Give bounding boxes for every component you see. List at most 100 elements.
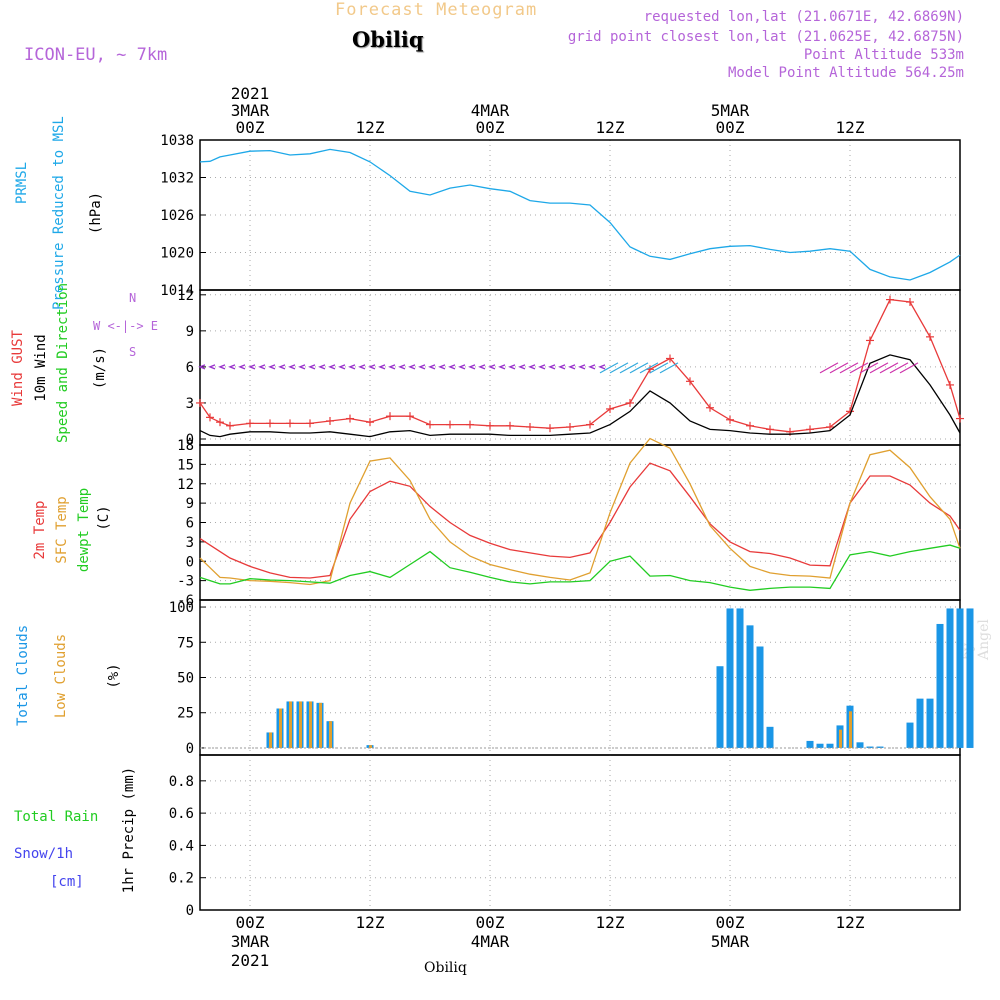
- wind-dir-arrow: [338, 364, 346, 370]
- wind-dir-arrow: [458, 364, 466, 370]
- y-tick-label: 3: [186, 396, 194, 412]
- wind-dir-arrow: [488, 364, 496, 370]
- model-altitude: Model Point Altitude 564.25m: [727, 65, 964, 81]
- wind-dir-arrow: [899, 362, 919, 374]
- wind-dir-arrow: [378, 364, 386, 370]
- total-cloud-bar: [726, 608, 734, 748]
- wind-dir-arrow: [498, 364, 506, 370]
- location-name: Obiliq: [352, 27, 424, 52]
- total-cloud-bar: [966, 608, 974, 748]
- total-cloud-bar: [876, 746, 884, 748]
- low-cloud-bar: [299, 701, 302, 748]
- low-cloud-bar: [849, 711, 852, 748]
- low-cloud-bar: [329, 721, 332, 748]
- panel-frame: [199, 754, 961, 911]
- total-cloud-bar: [716, 666, 724, 748]
- total-cloud-bar: [906, 722, 914, 748]
- wind-dir-arrow: [328, 364, 336, 370]
- requested-coords: requested lon,lat (21.0671E, 42.6869N): [643, 9, 964, 25]
- low-cloud-bar: [319, 702, 322, 748]
- series-line: [199, 437, 961, 586]
- y-tick-label: 0.6: [169, 806, 194, 822]
- wind-dir-arrow: [228, 364, 236, 370]
- snow-unit: [cm]: [50, 874, 84, 890]
- wind-dir-arrow: [609, 362, 629, 374]
- total-cloud-bar: [866, 746, 874, 748]
- top-time-label: 12Z: [836, 118, 865, 137]
- wind-dir-arrow: [889, 362, 909, 374]
- wind-dir-arrow: [198, 364, 206, 370]
- y-tick-label: 25: [177, 706, 194, 722]
- bottom-time-label: 3MAR: [231, 932, 270, 951]
- y-tick-label: 1032: [160, 171, 194, 187]
- rain-label: Total Rain: [14, 809, 99, 825]
- bottom-time-label: 00Z: [716, 913, 745, 932]
- total-cloud-bar: [756, 646, 764, 748]
- wind-dir-arrow: [528, 364, 536, 370]
- wind-dir-arrow: [468, 364, 476, 370]
- wind-dir-arrow: [869, 362, 889, 374]
- low-cloud-bar: [279, 708, 282, 748]
- y-tick-label: 3: [186, 535, 194, 551]
- wind-dir-arrow: [548, 364, 556, 370]
- top-time-label: 4MAR: [471, 101, 510, 120]
- top-time-label: 12Z: [356, 118, 385, 137]
- total-cloud-bar: [916, 698, 924, 748]
- wind-dir-arrow: [859, 362, 879, 374]
- compass-we: W <-|-> E: [93, 319, 159, 333]
- y-tick-label: 1038: [160, 133, 194, 149]
- y-tick-label: 6: [186, 360, 194, 376]
- low-cloud-bar: [289, 701, 292, 748]
- y-tick-label: 9: [186, 496, 194, 512]
- wind-dir-arrow: [268, 364, 276, 370]
- wind-dir-arrow: [829, 362, 849, 374]
- top-time-label: 00Z: [236, 118, 265, 137]
- total-cloud-bar: [766, 726, 774, 748]
- series-line: [199, 462, 961, 579]
- wind-dir-arrow: [448, 364, 456, 370]
- wind-dir-arrow: [558, 364, 566, 370]
- y-tick-label: 6: [186, 516, 194, 532]
- wind-dir-arrow: [348, 364, 356, 370]
- y-tick-label: 0: [186, 554, 194, 570]
- wind-dir-arrow: [649, 362, 669, 374]
- model-name: ICON-EU, ~ 7km: [24, 45, 168, 65]
- wind-dir-arrow: [318, 364, 326, 370]
- wind-dir-arrow: [428, 364, 436, 370]
- top-time-label: 12Z: [596, 118, 625, 137]
- wind-dir-arrow: [598, 364, 606, 370]
- wind-dir-arrow: [368, 364, 376, 370]
- wind-dir-arrow: [659, 362, 679, 374]
- y-tick-label: 0: [186, 903, 194, 919]
- low-cloud-bar: [369, 745, 372, 748]
- y-tick-label: 15: [177, 457, 194, 473]
- bottom-time-label: 00Z: [236, 913, 265, 932]
- y-tick-label: 18: [177, 438, 194, 454]
- wind-dir-arrow: [518, 364, 526, 370]
- wind-dir-arrow: [278, 364, 286, 370]
- top-time-label: 00Z: [476, 118, 505, 137]
- total-cloud-bar: [806, 740, 814, 748]
- wind-dir-arrow: [568, 364, 576, 370]
- top-time-label: 00Z: [716, 118, 745, 137]
- y-tick-label: 12: [177, 477, 194, 493]
- wind-dir-arrow: [588, 364, 596, 370]
- wind-dir-arrow: [208, 364, 216, 370]
- y-tick-label: 1026: [160, 208, 194, 224]
- wind-dir-arrow: [358, 364, 366, 370]
- wind-dir-arrow: [578, 364, 586, 370]
- chart-title: Forecast Meteogram: [335, 0, 538, 20]
- wind-dir-arrow: [478, 364, 486, 370]
- top-time-label: 5MAR: [711, 101, 750, 120]
- wind-dir-arrow: [398, 364, 406, 370]
- y-tick-label: 0.4: [169, 838, 194, 854]
- wind-dir-arrow: [639, 362, 659, 374]
- y-tick-label: 75: [177, 635, 194, 651]
- wind-dir-arrow: [408, 364, 416, 370]
- y-tick-label: 0: [186, 432, 194, 448]
- bottom-time-label: 00Z: [476, 913, 505, 932]
- y-tick-label: 0.2: [169, 871, 194, 887]
- wind-dir-arrow: [438, 364, 446, 370]
- y-tick-label: 1020: [160, 246, 194, 262]
- point-altitude: Point Altitude 533m: [803, 47, 964, 63]
